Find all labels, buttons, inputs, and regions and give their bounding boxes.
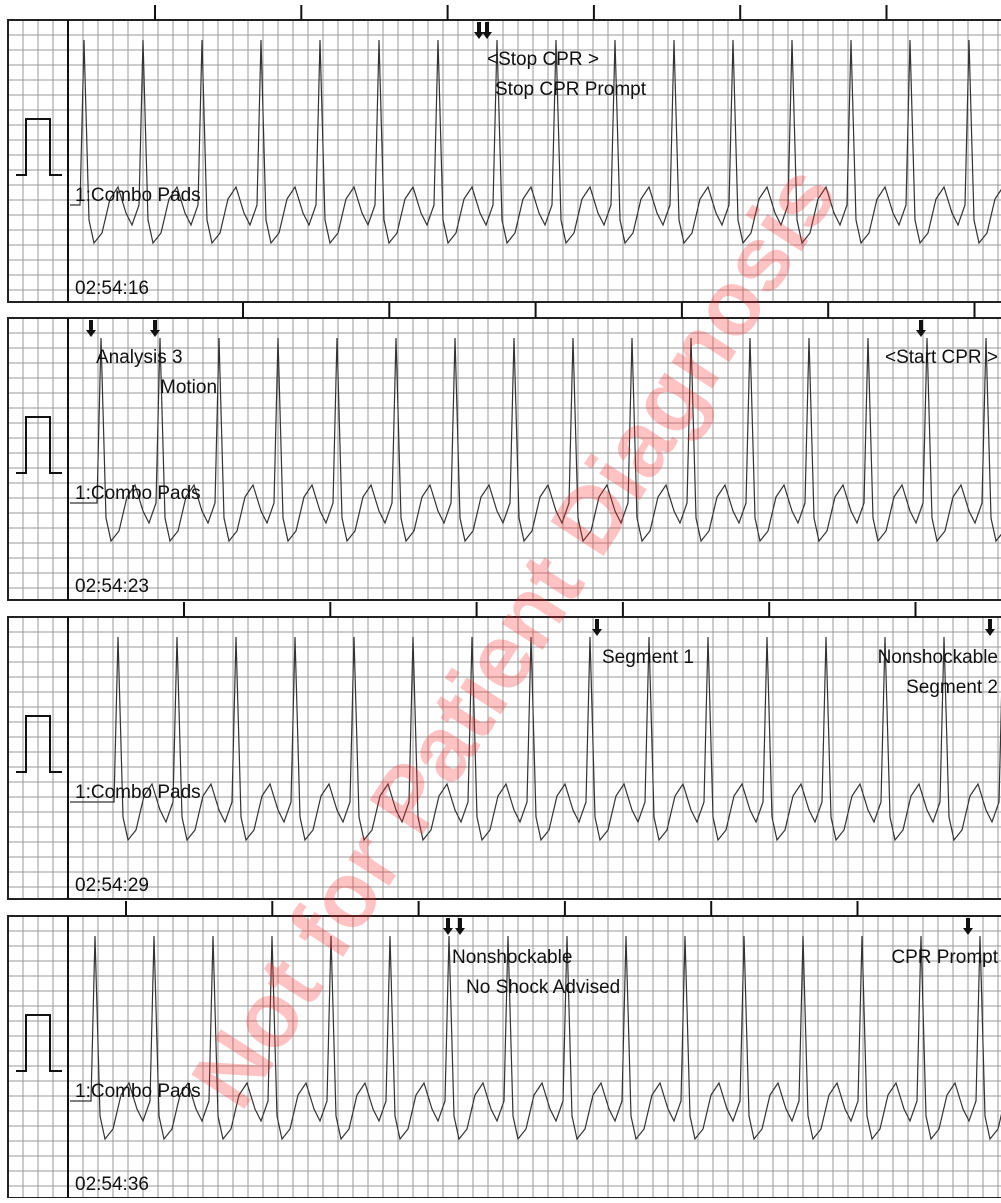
lead-label: 1:Combo Pads	[75, 483, 201, 504]
event-annotation: Nonshockable	[878, 647, 998, 668]
ecg-strip: 1:Combo Pads 02:54:23 Analysis 3 Motion <Sta…	[7, 303, 1001, 601]
timestamp: 02:54:23	[75, 576, 149, 597]
event-arrow	[150, 320, 160, 337]
event-annotation: Motion	[160, 377, 217, 398]
ecg-waveform	[70, 39, 1001, 245]
timestamp: 02:54:36	[75, 1174, 149, 1195]
calibration-pulse	[16, 118, 62, 176]
event-annotation: Segment 2	[906, 677, 998, 698]
event-arrow	[916, 320, 926, 337]
timestamp: 02:54:16	[75, 278, 149, 299]
event-annotation: No Shock Advised	[466, 977, 620, 998]
event-arrow	[455, 918, 465, 935]
ecg-strip: 1:Combo Pads 02:54:16 <Stop CPR > Stop CPR …	[7, 5, 1001, 303]
event-arrow	[86, 320, 96, 337]
calibration-pulse	[16, 1014, 62, 1072]
timestamp: 02:54:29	[75, 875, 149, 896]
event-arrow	[443, 918, 453, 935]
event-annotation: Analysis 3	[96, 347, 183, 368]
strip-border	[7, 616, 1001, 900]
event-arrow	[474, 22, 484, 39]
calibration-pulse	[16, 715, 62, 773]
event-annotation: <Stop CPR >	[487, 49, 599, 70]
ecg-strip: 1:Combo Pads 02:54:29 Segment 1 Nonshockabl…	[7, 602, 1001, 900]
strip-border	[7, 19, 1001, 303]
ecg-waveform	[70, 337, 1001, 543]
lead-label: 1:Combo Pads	[75, 185, 201, 206]
ecg-strip: 1:Combo Pads 02:54:36 Nonshockable No Shock…	[7, 901, 1001, 1199]
event-annotation: CPR Prompt	[891, 947, 998, 968]
ecg-waveform	[70, 636, 1001, 842]
event-annotation: Segment 1	[602, 647, 694, 668]
event-annotation: <Start CPR >	[885, 347, 998, 368]
event-arrow	[592, 619, 602, 636]
strip-border	[7, 317, 1001, 601]
ecg-waveform	[70, 935, 1001, 1141]
lead-label: 1:Combo Pads	[75, 782, 201, 803]
lead-label: 1:Combo Pads	[75, 1081, 201, 1102]
calibration-pulse	[16, 416, 62, 474]
event-arrow	[963, 918, 973, 935]
event-arrow	[985, 619, 995, 636]
event-arrow	[482, 22, 492, 39]
event-annotation: Nonshockable	[452, 947, 572, 968]
event-annotation: Stop CPR Prompt	[495, 79, 647, 100]
